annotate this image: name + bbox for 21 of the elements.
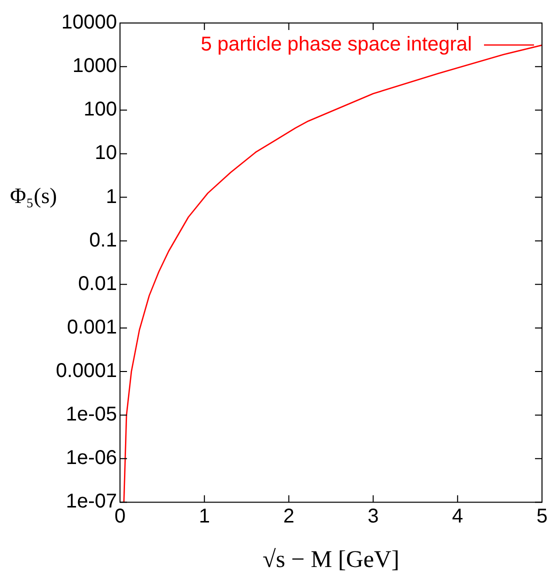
x-tick-label: 2 xyxy=(283,506,294,528)
y-tick-label: 1 xyxy=(106,186,117,208)
legend-label: 5 particle phase space integral xyxy=(200,34,472,56)
y-tick-label: 0.1 xyxy=(89,229,117,252)
x-axis-title: √s − M [GeV] xyxy=(262,546,400,573)
y-tick-label: 1e-06 xyxy=(66,447,117,470)
y-tick-label: 0.01 xyxy=(78,272,117,295)
x-tick-label: 0 xyxy=(114,506,126,528)
x-tick-label: 1 xyxy=(198,506,210,528)
y-tick-label: 100 xyxy=(84,98,117,121)
x-tick-label: 3 xyxy=(368,506,379,528)
y-tick-label: 10000 xyxy=(61,12,117,34)
x-tick-label: 4 xyxy=(452,506,464,528)
x-tick-label: 5 xyxy=(536,506,548,528)
y-tick-label: 0.001 xyxy=(66,316,117,338)
y-tick-label: 10 xyxy=(94,142,117,164)
y-tick-label: 0.0001 xyxy=(56,360,117,382)
y-tick-label: 1e-07 xyxy=(66,490,117,513)
y-tick-label: 1000 xyxy=(72,55,117,78)
y-axis-title: Φ₅(s) xyxy=(10,183,57,208)
y-tick-label: 1e-05 xyxy=(66,404,117,426)
